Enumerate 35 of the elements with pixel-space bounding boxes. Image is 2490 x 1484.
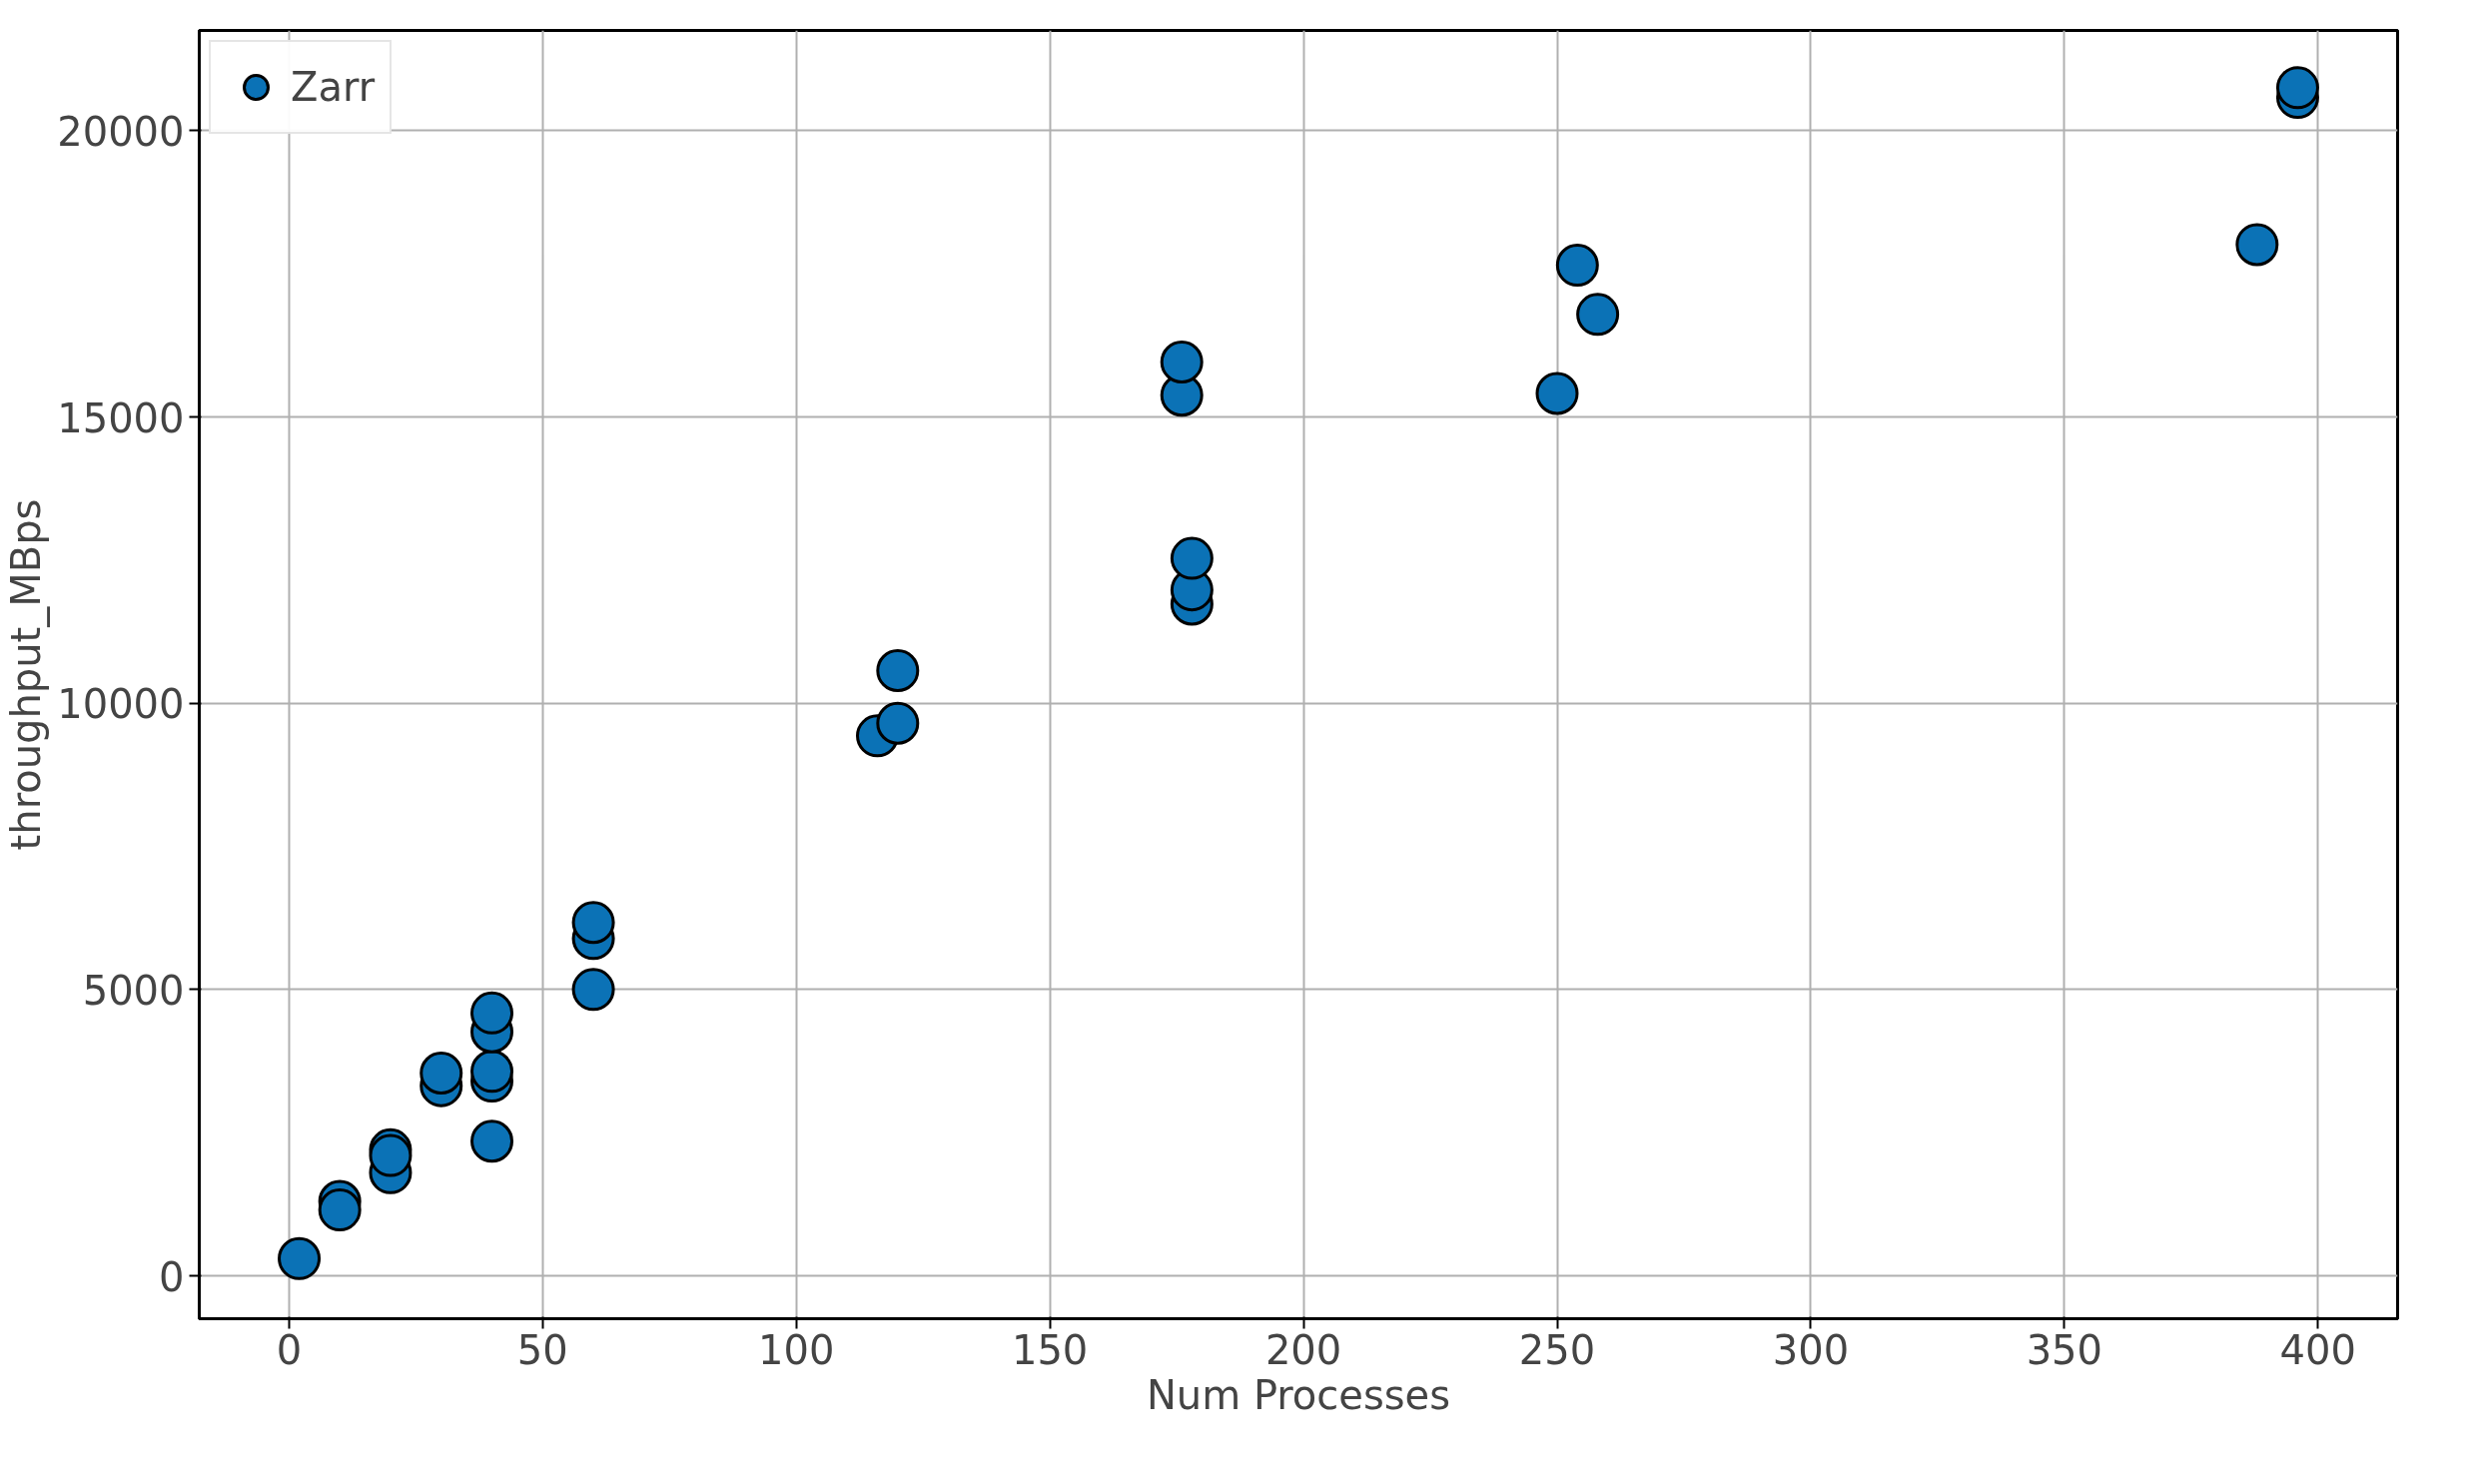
y-tick-label: 0 [159, 1253, 185, 1300]
point [470, 991, 514, 1035]
point [1160, 341, 1204, 383]
point [419, 1052, 463, 1095]
x-tick-label: 0 [276, 1326, 303, 1373]
point [2235, 223, 2279, 267]
x-tick-label: 400 [2279, 1326, 2356, 1373]
point [470, 1050, 514, 1094]
point [2275, 66, 2319, 110]
point [470, 1119, 514, 1163]
point [318, 1188, 362, 1232]
point [1535, 371, 1579, 415]
x-tick-label: 150 [1011, 1326, 1089, 1373]
point [571, 901, 615, 945]
x-tick-label: 50 [516, 1326, 568, 1373]
point [876, 649, 920, 692]
y-axis-title: throughput_MBps [3, 498, 51, 851]
y-tick-label: 20000 [57, 108, 185, 155]
x-tick-label: 250 [1518, 1326, 1596, 1373]
point [1170, 536, 1214, 580]
point [369, 1133, 413, 1177]
y-tick-label: 15000 [57, 394, 185, 441]
point [876, 701, 920, 745]
x-tick-label: 200 [1264, 1326, 1342, 1373]
y-tick-label: 10000 [57, 681, 185, 728]
x-tick-label: 350 [2026, 1326, 2103, 1373]
point [1555, 244, 1599, 288]
x-tick-label: 300 [1772, 1326, 1850, 1373]
point [571, 968, 615, 1012]
x-tick-label: 100 [758, 1326, 835, 1373]
point [1576, 293, 1620, 337]
x-axis-title: Num Processes [1146, 1371, 1451, 1418]
y-tick-label: 5000 [82, 967, 185, 1014]
point [278, 1236, 322, 1280]
legend-label: Zarr [291, 64, 376, 110]
